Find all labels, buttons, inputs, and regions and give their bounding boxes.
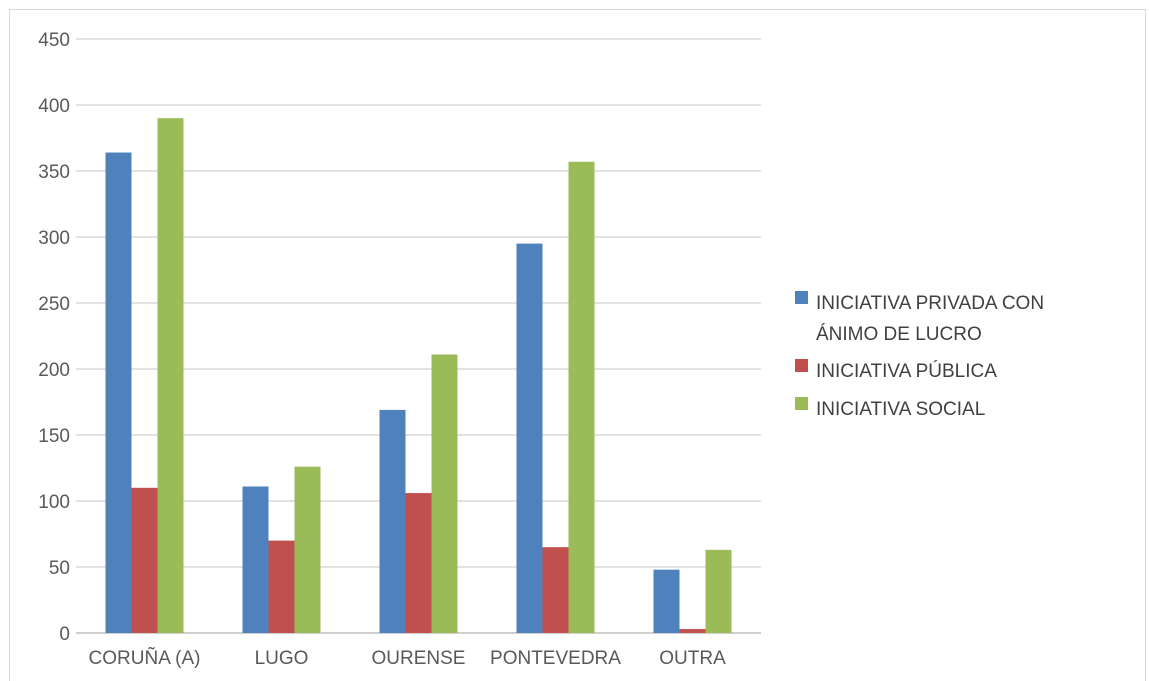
y-tick-label: 150: [38, 426, 70, 447]
y-tick-label: 0: [59, 624, 70, 645]
y-axis-tick-labels: 0 50 100 150 200 250 300 350 400 450: [38, 30, 70, 645]
legend-swatch-2: [795, 359, 808, 372]
y-tick-label: 450: [38, 30, 70, 51]
bar-2-3: [405, 493, 432, 633]
legend-label: INICIATIVA PRIVADA CON: [816, 293, 1044, 314]
legend-swatch-3: [795, 397, 808, 410]
x-tick-label: CORUÑA (A): [89, 647, 201, 669]
legend-label: ÁNIMO DE LUCRO: [816, 324, 982, 345]
bar-1-3: [379, 409, 406, 633]
legend-label: INICIATIVA PÚBLICA: [816, 360, 997, 382]
bar-1-2: [242, 486, 269, 633]
bar-2-2: [268, 540, 295, 633]
y-tick-label: 400: [38, 96, 70, 117]
legend-swatch-1: [795, 291, 808, 304]
bars: [105, 118, 732, 633]
legend-label: INICIATIVA SOCIAL: [816, 399, 985, 420]
bar-3-1: [157, 118, 184, 633]
bar-1-5: [653, 569, 680, 633]
bar-2-4: [542, 547, 569, 633]
chart-frame: [9, 9, 1146, 681]
x-axis-tick-labels: CORUÑA (A) LUGO OURENSE PONTEVEDRA OUTRA: [89, 647, 727, 669]
y-tick-label: 200: [38, 360, 70, 381]
y-tick-label: 100: [38, 492, 70, 513]
y-tick-label: 350: [38, 162, 70, 183]
x-tick-label: PONTEVEDRA: [490, 648, 621, 669]
x-tick-label: OUTRA: [659, 648, 726, 669]
bar-1-1: [105, 152, 132, 633]
bar-3-3: [431, 354, 458, 633]
bar-2-5: [679, 629, 706, 633]
gridlines: [76, 38, 761, 634]
bar-1-4: [516, 243, 543, 633]
y-tick-label: 300: [38, 228, 70, 249]
bar-3-5: [705, 549, 732, 633]
x-tick-label: LUGO: [255, 648, 309, 669]
bar-3-4: [568, 161, 595, 633]
legend: INICIATIVA PRIVADA CON ÁNIMO DE LUCRO INIC…: [795, 291, 1044, 420]
y-tick-label: 50: [49, 558, 70, 579]
bar-2-1: [131, 487, 158, 633]
x-tick-label: OURENSE: [372, 648, 466, 669]
bar-3-2: [294, 466, 321, 633]
y-tick-label: 250: [38, 294, 70, 315]
